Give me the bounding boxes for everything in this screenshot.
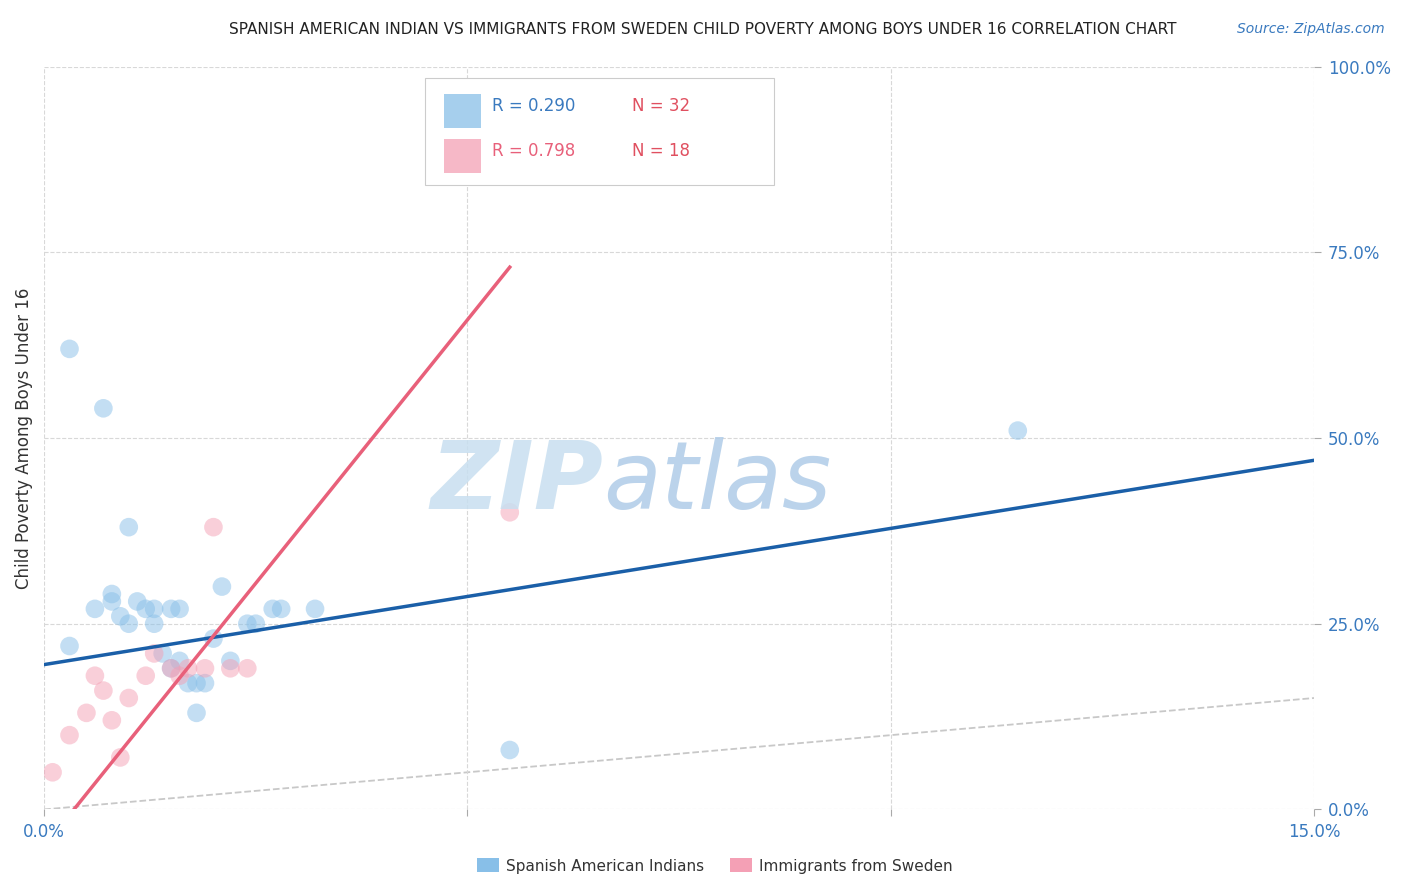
Point: [202, 632, 225, 646]
Point: [75, 706, 97, 720]
Text: N = 18: N = 18: [633, 142, 690, 160]
Point: [135, 669, 157, 683]
Point: [143, 647, 166, 661]
Point: [127, 594, 149, 608]
Text: N = 32: N = 32: [633, 96, 690, 114]
Point: [41, 765, 63, 780]
Point: [84, 602, 107, 616]
Point: [101, 594, 124, 608]
Point: [101, 587, 124, 601]
Point: [143, 602, 166, 616]
Point: [169, 602, 191, 616]
Point: [93, 401, 115, 416]
Point: [143, 616, 166, 631]
Text: Immigrants from Sweden: Immigrants from Sweden: [759, 859, 953, 873]
Point: [186, 706, 208, 720]
Point: [110, 609, 132, 624]
Point: [177, 661, 200, 675]
Point: [202, 520, 225, 534]
Point: [236, 661, 259, 675]
Text: R = 0.290: R = 0.290: [492, 96, 576, 114]
Point: [499, 505, 522, 519]
Text: atlas: atlas: [603, 437, 831, 528]
Text: SPANISH AMERICAN INDIAN VS IMMIGRANTS FROM SWEDEN CHILD POVERTY AMONG BOYS UNDER: SPANISH AMERICAN INDIAN VS IMMIGRANTS FR…: [229, 22, 1177, 37]
Point: [219, 661, 242, 675]
Point: [118, 520, 141, 534]
Point: [160, 661, 183, 675]
Point: [58, 342, 80, 356]
Point: [245, 616, 267, 631]
Point: [211, 580, 233, 594]
Point: [186, 676, 208, 690]
Point: [118, 691, 141, 706]
Point: [58, 728, 80, 742]
Point: [160, 661, 183, 675]
Point: [152, 647, 174, 661]
FancyBboxPatch shape: [425, 78, 775, 186]
Point: [101, 714, 124, 728]
Point: [304, 602, 326, 616]
Point: [1007, 424, 1029, 438]
Point: [177, 676, 200, 690]
Point: [110, 750, 132, 764]
Point: [219, 654, 242, 668]
Text: Spanish American Indians: Spanish American Indians: [506, 859, 704, 873]
Point: [58, 639, 80, 653]
FancyBboxPatch shape: [444, 94, 481, 128]
Point: [160, 602, 183, 616]
Point: [194, 661, 217, 675]
FancyBboxPatch shape: [444, 139, 481, 173]
Point: [135, 602, 157, 616]
Text: ZIP: ZIP: [430, 436, 603, 529]
Point: [262, 602, 284, 616]
Point: [499, 743, 522, 757]
Point: [270, 602, 292, 616]
Point: [169, 654, 191, 668]
Point: [169, 669, 191, 683]
Point: [84, 669, 107, 683]
Text: R = 0.798: R = 0.798: [492, 142, 575, 160]
Text: Source: ZipAtlas.com: Source: ZipAtlas.com: [1237, 22, 1385, 37]
Point: [236, 616, 259, 631]
Point: [118, 616, 141, 631]
Point: [93, 683, 115, 698]
Point: [194, 676, 217, 690]
Y-axis label: Child Poverty Among Boys Under 16: Child Poverty Among Boys Under 16: [15, 287, 32, 589]
